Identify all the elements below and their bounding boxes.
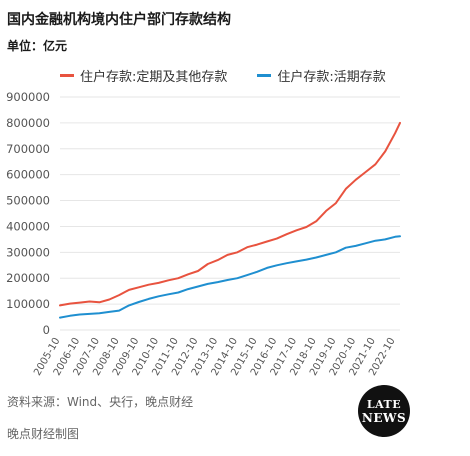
series-line-time-deposit <box>59 121 401 307</box>
chart-legend: 住户存款:定期及其他存款 住户存款:活期存款 <box>60 66 386 85</box>
legend-swatch-demand-deposit <box>257 74 272 77</box>
line-chart: 0 100000 200000 300000 400000 500000 600000 700… <box>6 90 401 378</box>
y-tick-label-400000: 400000 <box>6 219 50 233</box>
y-tick-label-700000: 700000 <box>6 142 50 156</box>
legend-label-time-deposit: 住户存款:定期及其他存款 <box>80 70 228 85</box>
y-tick-label-100000: 100000 <box>6 297 50 311</box>
logo-line-1: LATE <box>366 397 402 411</box>
legend-item-time-deposit[interactable]: 住户存款:定期及其他存款 <box>60 66 227 85</box>
source-note: 资料来源：Wind、央行，晚点财经 <box>7 395 194 409</box>
unit-label: 单位：亿元 <box>7 39 68 53</box>
y-tick-label-500000: 500000 <box>6 194 50 208</box>
series-line-demand-deposit <box>59 235 401 319</box>
legend-label-demand-deposit: 住户存款:活期存款 <box>277 70 386 85</box>
y-tick-label-600000: 600000 <box>6 168 50 182</box>
y-tick-label-900000: 900000 <box>6 90 50 104</box>
y-tick-label-200000: 200000 <box>6 271 50 285</box>
late-news-logo: LATE NEWS <box>358 385 410 437</box>
chart-title: 国内金融机构境内住户部门存款结构 <box>7 12 231 28</box>
logo-line-2: NEWS <box>361 410 407 425</box>
y-tick-label-300000: 300000 <box>6 245 50 259</box>
legend-swatch-time-deposit <box>60 74 74 77</box>
y-tick-label-800000: 800000 <box>6 116 50 130</box>
y-tick-label-0: 0 <box>43 323 50 337</box>
legend-item-demand-deposit[interactable]: 住户存款:活期存款 <box>257 66 386 85</box>
maker-note: 晚点财经制图 <box>7 427 80 441</box>
